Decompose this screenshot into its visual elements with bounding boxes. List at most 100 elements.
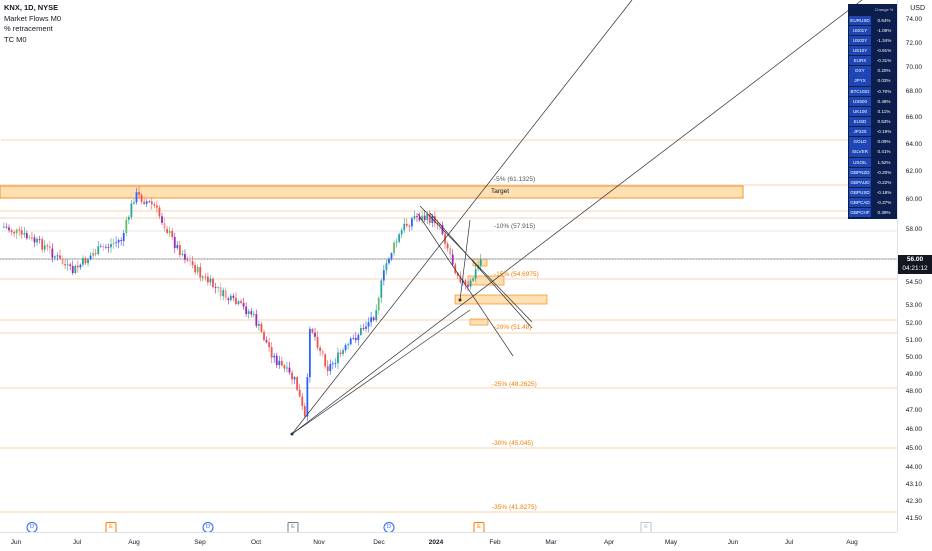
earnings-event-icon[interactable]: E — [105, 522, 117, 532]
candle-body — [360, 328, 362, 335]
price-tick: 66.00 — [905, 114, 922, 121]
candle-body — [94, 253, 97, 255]
price-tick: 72.00 — [905, 40, 922, 47]
candle-body — [150, 201, 153, 205]
time-tick: Mar — [545, 539, 557, 546]
price-tick: 49.00 — [905, 371, 922, 378]
earnings-event-icon[interactable]: E — [473, 522, 485, 532]
chart-area[interactable]: KNX, 1D, NYSE Market Flows M0 % retracem… — [0, 0, 897, 532]
legend-symbol[interactable]: KNX, 1D, NYSE — [4, 3, 59, 12]
candle-body — [354, 337, 357, 341]
candle-body — [380, 280, 383, 298]
ticker-symbol: EURUSD — [849, 15, 871, 25]
candle-body — [201, 276, 204, 278]
zone-box — [454, 294, 548, 305]
price-chart[interactable] — [0, 0, 897, 532]
candle-body — [454, 264, 457, 274]
dividend-event-icon[interactable]: D — [26, 522, 38, 532]
candle-body — [319, 347, 321, 351]
candle-body — [286, 367, 288, 369]
candle-body — [51, 248, 54, 258]
candle-body — [204, 276, 207, 278]
candle-body — [87, 259, 89, 264]
ticker-row: US10Y -0.91% — [849, 46, 897, 56]
trendline — [459, 219, 471, 301]
future-earnings-event-icon[interactable]: E — [640, 522, 652, 532]
candle-body — [293, 377, 296, 380]
ticker-symbol: EUSD — [849, 117, 871, 127]
candle-body — [107, 247, 110, 248]
candle-body — [456, 273, 459, 276]
time-tick: Aug — [846, 539, 858, 546]
candle-body — [314, 332, 316, 337]
fib-zones — [0, 185, 744, 326]
legend-indicator-retracement[interactable]: % retracement — [4, 24, 53, 33]
ticker-symbol: GBPCAD — [849, 198, 871, 208]
candle-body — [15, 229, 18, 234]
price-tick: 42.30 — [905, 498, 922, 505]
candle-body — [273, 355, 276, 358]
earnings-event-icon[interactable]: E — [287, 522, 299, 532]
ticker-header-change: Change % — [874, 7, 894, 13]
ticker-change: 0.11% — [877, 108, 891, 114]
price-tick: 68.00 — [905, 88, 922, 95]
candle-body — [242, 303, 245, 307]
price-tick: 43.10 — [905, 481, 922, 488]
candle-body — [212, 278, 214, 288]
candle-body — [181, 253, 184, 255]
ticker-row: BTCUSD -0.70% — [849, 86, 897, 96]
candle-body — [194, 264, 197, 273]
dividend-event-icon[interactable]: D — [383, 522, 395, 532]
time-axis[interactable]: Jun Jul Aug Sep Oct Nov Dec 2024 Feb Mar… — [0, 532, 897, 551]
candle-body — [408, 225, 411, 227]
candle-body — [324, 354, 327, 367]
candle-body — [209, 278, 212, 283]
candle-body — [316, 336, 319, 348]
candle-body — [446, 243, 449, 249]
candle-body — [296, 377, 299, 390]
candle-body — [33, 237, 36, 243]
candle-body — [196, 267, 199, 273]
candle-body — [423, 215, 426, 221]
legend-indicator-tc[interactable]: TC M0 — [4, 34, 27, 44]
candle-body — [92, 253, 95, 256]
ticker-change: 0.64% — [877, 17, 891, 23]
legend-indicator-market-flows[interactable]: Market Flows M0 — [4, 13, 62, 23]
ticker-change: -0.18% — [876, 190, 892, 195]
candle-body — [301, 396, 304, 406]
ticker-row: GBPNZD -0.20% — [849, 167, 897, 177]
candle-body — [405, 223, 408, 226]
candle-body — [178, 245, 181, 255]
candle-body — [365, 326, 367, 329]
candle-body — [258, 324, 260, 326]
candle-body — [357, 334, 360, 341]
trendline — [291, 0, 863, 435]
ticker-symbol: GBPAUD — [849, 177, 871, 188]
price-tick: 45.00 — [905, 445, 922, 452]
trendlines[interactable] — [0, 0, 897, 436]
candle-body — [331, 363, 334, 365]
price-tick: 46.00 — [905, 426, 922, 433]
current-price-value: 56.00 — [906, 256, 924, 263]
candle-body — [298, 389, 301, 397]
ticker-change: 0.03% — [877, 78, 891, 84]
candle-body — [247, 311, 250, 314]
candle-body — [140, 194, 143, 202]
candle-body — [278, 360, 281, 366]
ticker-row: US500 0.48% — [849, 96, 897, 106]
ticker-change: 0.20% — [877, 68, 891, 74]
candle-body — [270, 347, 273, 358]
trendline-anchor — [290, 432, 294, 436]
candle-body — [143, 201, 146, 204]
candle-body — [89, 255, 92, 260]
ticker-row: US02Y -1.34% — [849, 35, 897, 46]
candle-body — [472, 278, 474, 281]
candle-body — [148, 201, 151, 203]
candle-body — [321, 350, 324, 355]
time-tick: Feb — [489, 539, 501, 546]
fib-label-35: -35% (41.8275) — [492, 504, 537, 511]
candle-body — [69, 264, 72, 266]
dividend-event-icon[interactable]: D — [202, 522, 214, 532]
ticker-row: EURX -0.31% — [849, 56, 897, 66]
ticker-change: -0.19% — [876, 129, 892, 135]
